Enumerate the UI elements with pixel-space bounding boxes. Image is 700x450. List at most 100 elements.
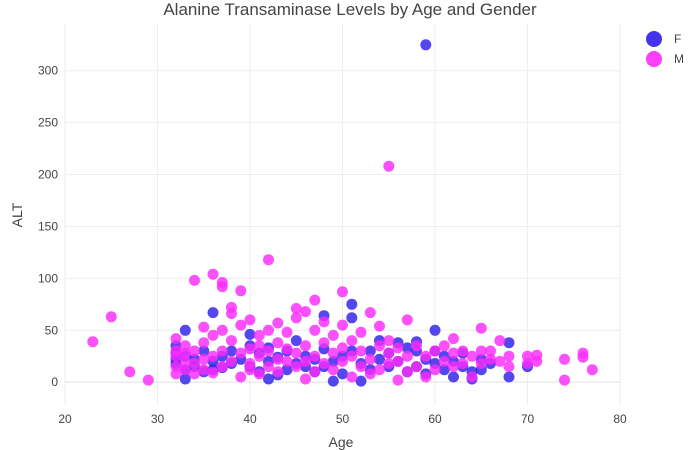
- data-point[interactable]: [281, 343, 293, 355]
- data-point[interactable]: [448, 361, 459, 373]
- data-point[interactable]: [235, 347, 247, 359]
- data-point[interactable]: [374, 340, 385, 352]
- data-point[interactable]: [420, 39, 432, 51]
- data-point[interactable]: [198, 364, 210, 376]
- data-point[interactable]: [346, 298, 358, 310]
- data-point[interactable]: [263, 324, 274, 336]
- data-point[interactable]: [290, 312, 302, 324]
- data-point[interactable]: [244, 314, 256, 326]
- data-point[interactable]: [337, 319, 348, 331]
- data-point[interactable]: [383, 335, 395, 347]
- data-point[interactable]: [374, 353, 385, 365]
- data-point[interactable]: [198, 321, 210, 333]
- data-point[interactable]: [392, 355, 404, 367]
- data-point[interactable]: [420, 371, 432, 383]
- data-point[interactable]: [392, 342, 404, 354]
- data-point[interactable]: [253, 350, 265, 362]
- data-point[interactable]: [281, 355, 293, 367]
- data-point[interactable]: [401, 366, 413, 378]
- data-point[interactable]: [170, 345, 182, 357]
- data-point[interactable]: [272, 353, 284, 365]
- data-point[interactable]: [411, 361, 422, 373]
- data-point[interactable]: [448, 371, 459, 383]
- data-point[interactable]: [207, 367, 219, 379]
- data-point[interactable]: [207, 329, 219, 341]
- data-point[interactable]: [263, 373, 274, 385]
- data-point[interactable]: [179, 340, 191, 352]
- data-point[interactable]: [346, 335, 358, 347]
- data-point[interactable]: [503, 371, 515, 383]
- data-point[interactable]: [475, 358, 487, 369]
- data-point[interactable]: [216, 345, 228, 357]
- data-point[interactable]: [189, 345, 200, 357]
- data-point[interactable]: [207, 350, 219, 362]
- data-point[interactable]: [235, 371, 247, 383]
- data-point[interactable]: [401, 350, 413, 362]
- data-point[interactable]: [420, 350, 432, 362]
- data-point[interactable]: [226, 355, 237, 367]
- data-point[interactable]: [327, 329, 339, 341]
- data-point[interactable]: [290, 303, 302, 314]
- data-point[interactable]: [337, 342, 348, 354]
- data-point[interactable]: [263, 254, 274, 266]
- data-point[interactable]: [281, 364, 293, 376]
- data-point[interactable]: [503, 337, 515, 349]
- data-point[interactable]: [355, 361, 367, 373]
- data-point[interactable]: [300, 306, 311, 318]
- data-point[interactable]: [309, 366, 321, 378]
- data-point[interactable]: [198, 345, 210, 357]
- data-point[interactable]: [300, 340, 311, 352]
- data-point[interactable]: [466, 350, 478, 362]
- data-point[interactable]: [531, 355, 543, 367]
- data-point[interactable]: [438, 340, 450, 352]
- data-point[interactable]: [438, 364, 450, 376]
- data-point[interactable]: [429, 324, 441, 336]
- data-point[interactable]: [207, 268, 219, 280]
- data-point[interactable]: [142, 374, 154, 386]
- data-point[interactable]: [438, 355, 450, 367]
- data-point[interactable]: [244, 364, 256, 376]
- data-point[interactable]: [346, 371, 358, 383]
- data-point[interactable]: [189, 368, 200, 380]
- data-point[interactable]: [466, 371, 478, 383]
- data-point[interactable]: [364, 307, 376, 319]
- data-point[interactable]: [401, 342, 413, 354]
- legend-item-M[interactable]: M: [646, 51, 684, 67]
- data-point[interactable]: [281, 326, 293, 338]
- data-point[interactable]: [383, 358, 395, 369]
- data-point[interactable]: [475, 345, 487, 357]
- data-point[interactable]: [189, 274, 200, 286]
- data-point[interactable]: [179, 364, 191, 376]
- data-point[interactable]: [272, 366, 284, 378]
- data-point[interactable]: [318, 316, 330, 328]
- data-point[interactable]: [355, 345, 367, 357]
- data-point[interactable]: [263, 361, 274, 373]
- data-point[interactable]: [327, 347, 339, 359]
- data-point[interactable]: [383, 160, 395, 172]
- data-point[interactable]: [577, 351, 589, 363]
- data-point[interactable]: [170, 333, 182, 345]
- data-point[interactable]: [485, 345, 496, 357]
- data-point[interactable]: [429, 345, 441, 357]
- data-point[interactable]: [244, 328, 256, 340]
- data-point[interactable]: [457, 358, 469, 369]
- data-point[interactable]: [346, 312, 358, 324]
- data-point[interactable]: [355, 326, 367, 338]
- data-point[interactable]: [253, 368, 265, 380]
- data-point[interactable]: [226, 308, 237, 320]
- data-point[interactable]: [272, 337, 284, 349]
- data-point[interactable]: [318, 358, 330, 369]
- data-point[interactable]: [189, 358, 200, 369]
- data-point[interactable]: [457, 345, 469, 357]
- data-point[interactable]: [124, 366, 136, 378]
- data-point[interactable]: [207, 307, 219, 319]
- data-point[interactable]: [235, 319, 247, 331]
- data-point[interactable]: [522, 358, 533, 369]
- data-point[interactable]: [355, 375, 367, 387]
- data-point[interactable]: [309, 294, 321, 306]
- data-point[interactable]: [235, 285, 247, 297]
- data-point[interactable]: [216, 324, 228, 336]
- data-point[interactable]: [309, 324, 321, 336]
- data-point[interactable]: [226, 335, 237, 347]
- data-point[interactable]: [244, 343, 256, 355]
